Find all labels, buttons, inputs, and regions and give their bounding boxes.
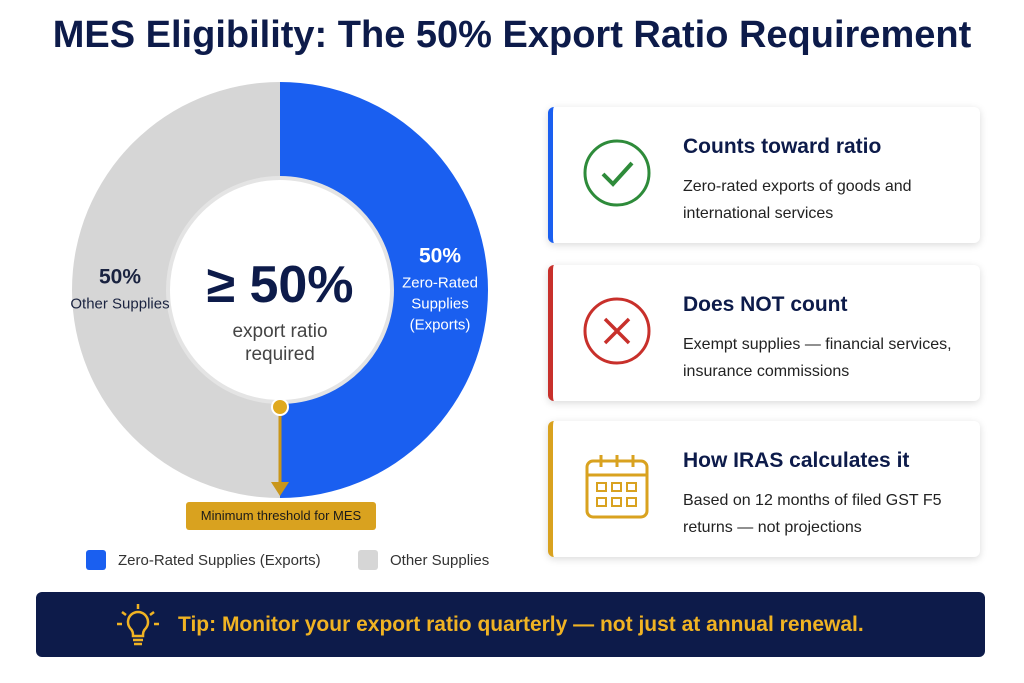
bulb-icon (117, 604, 159, 646)
threshold-arrow (271, 482, 289, 496)
card: How IRAS calculates it Based on 12 month… (548, 421, 980, 557)
slice-name: Zero-Rated Supplies (Exports) (402, 274, 478, 334)
threshold-label: Minimum threshold for MES (186, 502, 376, 530)
donut-slice (280, 82, 488, 498)
card: Counts toward ratio Zero-rated exports o… (548, 107, 980, 243)
slice-value: 50% (418, 244, 462, 268)
tip-text: Tip: Monitor your export ratio quarterly… (178, 613, 864, 636)
slice-value: 50% (98, 265, 142, 289)
legend-label: Other Supplies (390, 551, 490, 569)
donut-slice (72, 82, 280, 498)
legend-swatch (358, 550, 378, 570)
card-title: How IRAS calculates it (683, 449, 910, 472)
center-value: ≥ 50% (206, 256, 354, 314)
slice-label: 50% Other Supplies (70, 266, 170, 315)
card: Does NOT count Exempt supplies — financi… (548, 265, 980, 401)
legend-item: Other Supplies (358, 550, 489, 570)
slice-label: 50% Zero-Rated Supplies (Exports) (390, 245, 490, 336)
card-title: Counts toward ratio (683, 135, 882, 158)
center-text: export ratio required (232, 321, 328, 365)
slice-name: Other Supplies (70, 295, 170, 313)
legend-item: Zero-Rated Supplies (Exports) (86, 550, 321, 570)
threshold-dot (271, 398, 289, 416)
calendar-icon (585, 455, 649, 519)
card-text: Based on 12 months of filed GST F5 retur… (683, 492, 942, 536)
legend-label: Zero-Rated Supplies (Exports) (118, 551, 321, 569)
legend-swatch (86, 550, 106, 570)
card-text: Exempt supplies — financial services, in… (683, 336, 952, 380)
chart-title: MES Eligibility: The 50% Export Ratio Re… (52, 14, 972, 56)
check-icon (583, 139, 651, 207)
cross-icon (583, 297, 651, 365)
card-text: Zero-rated exports of goods and internat… (683, 178, 912, 222)
donut-chart (72, 82, 488, 498)
card-title: Does NOT count (683, 293, 848, 316)
tip-bar: Tip: Monitor your export ratio quarterly… (36, 592, 985, 657)
